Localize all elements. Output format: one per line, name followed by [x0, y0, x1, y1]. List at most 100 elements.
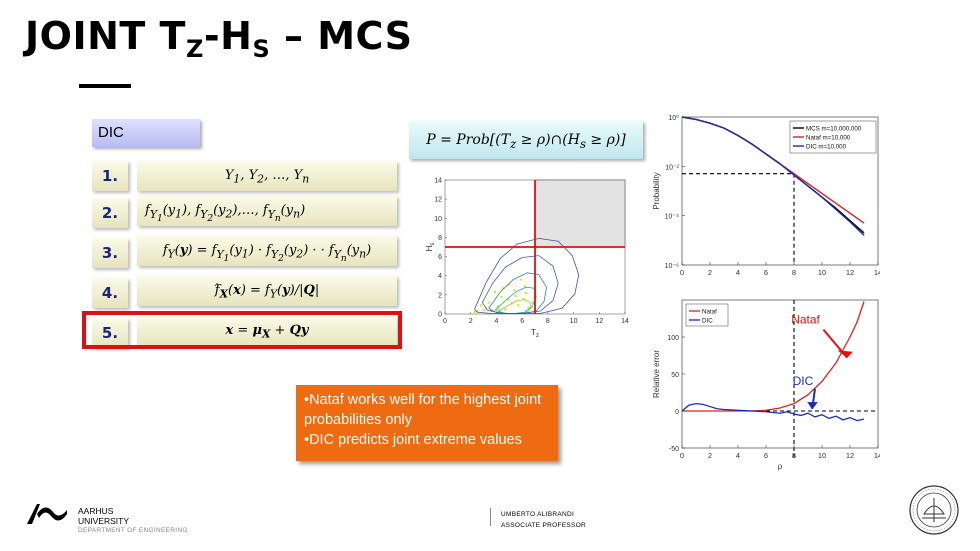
y-tick-label: -50	[669, 446, 679, 453]
scatter-point	[523, 285, 526, 288]
probability-formula: 𝑃 = 𝑃𝑟𝑜𝑏[(𝑇𝑧 ≥ 𝜌)∩(𝐻𝑠 ≥ 𝜌)]	[409, 121, 643, 159]
y-tick-label: 0	[438, 312, 442, 319]
scatter-point	[487, 301, 490, 304]
step-3-equation: 𝑓𝑌(𝒚) = 𝑓𝑌1(𝑦1) · 𝑓𝑌2(𝑦2) · · 𝑓𝑌𝑛(𝑦𝑛)	[137, 236, 397, 266]
x-tick-label: 2	[708, 268, 712, 277]
series-line	[682, 301, 865, 412]
note-line-1: •Nataf works well for the highest joint …	[304, 392, 542, 428]
y-tick-label: 0	[675, 409, 679, 416]
probability-chart: 0246810121410⁰10⁻²10⁻⁴10⁻⁶ρProbabilityMC…	[652, 114, 880, 277]
x-tick-label: 12	[846, 451, 854, 460]
x-tick-label: 8	[792, 451, 796, 460]
x-tick-label: 10	[818, 268, 826, 277]
university-seal-icon	[909, 485, 959, 535]
y-tick-label: 14	[434, 178, 442, 185]
y-tick-label: 6	[438, 254, 442, 261]
scatter-point	[482, 308, 485, 312]
scatter-point	[473, 310, 476, 314]
y-tick-label: 100	[667, 335, 679, 342]
joint-contour-chart: 0 2 4 6 8 10 12 14 0 2 4 6 8 10 12 14 Tz Hs	[425, 178, 629, 340]
x-tick-label: 10	[570, 318, 578, 325]
y-tick-label: 8	[438, 235, 442, 242]
x-tick-label: 4	[736, 268, 740, 277]
title-underline	[79, 84, 131, 88]
y-tick-label: 2	[438, 292, 442, 299]
scatter-point	[497, 308, 501, 311]
step-2-number: 2.	[92, 198, 128, 228]
step-3-number: 3.	[92, 238, 128, 268]
scatter-point	[517, 304, 520, 307]
university-name: AARHUS UNIVERSITY DEPARTMENT OF ENGINEER…	[78, 506, 188, 536]
x-tick-label: 14	[874, 451, 880, 460]
scatter-point	[514, 294, 517, 298]
x-tick-label: 0	[443, 318, 447, 325]
presenter-name: UMBERTO ALIBRANDI	[501, 511, 575, 518]
scatter-point	[504, 308, 507, 311]
legend-label: DIC	[702, 318, 713, 325]
legend-label: Nataf	[702, 309, 717, 316]
aarhus-logo-icon	[27, 504, 67, 524]
department-name: DEPARTMENT OF ENGINEERING	[78, 527, 188, 534]
x-tick-label: 12	[595, 318, 603, 325]
scatter-point	[493, 290, 497, 294]
x-tick-label: 12	[846, 268, 854, 277]
y-tick-label: 10⁻⁴	[665, 214, 680, 221]
scatter-point	[513, 288, 516, 292]
x-tick-label: 6	[764, 268, 768, 277]
step-5-number: 5.	[92, 318, 128, 348]
x-tick-label: 6	[764, 451, 768, 460]
x-tick-label: 0	[680, 268, 684, 277]
scatter-point	[531, 301, 534, 304]
x-tick-label: 14	[621, 318, 629, 325]
x-tick-label: 0	[680, 451, 684, 460]
y-axis-label: Probability	[652, 172, 661, 209]
x-tick-label: 10	[818, 451, 826, 460]
legend-label: Nataf m=10,000	[806, 135, 851, 142]
y-tick-label: 12	[434, 197, 442, 204]
y-tick-label: 10⁻⁶	[665, 263, 679, 270]
presenter-info: UMBERTO ALIBRANDI ASSOCIATE PROFESSOR	[501, 509, 586, 531]
y-axis-label: Relative error	[652, 350, 661, 398]
y-tick-label: 50	[671, 372, 679, 379]
step-4-equation: 𝑓̂𝑿(𝒙) = 𝑓𝑌(𝒚)/|𝑸|	[137, 276, 397, 306]
dic-arrow-head	[807, 402, 818, 410]
y-axis-label: Hs	[425, 243, 436, 252]
series-line	[681, 402, 865, 422]
x-tick-label: 6	[520, 318, 524, 325]
x-tick-label: 2	[469, 318, 473, 325]
step-5-highlight-frame	[82, 311, 402, 349]
legend-label: MCS m=10,000,000	[806, 126, 862, 133]
nataf-annotation: Nataf	[791, 313, 820, 327]
x-tick-label: 2	[708, 451, 712, 460]
contour-line	[474, 237, 580, 314]
dic-label: DIC	[92, 119, 200, 147]
page-title: JOINT TZ-HS – MCS	[25, 14, 413, 63]
scatter-point	[500, 295, 503, 298]
step-1-number: 1.	[92, 161, 128, 191]
university-line-1: AARHUS	[78, 506, 114, 516]
exceedance-region	[534, 179, 626, 248]
note-line-2: •DIC predicts joint extreme values	[304, 432, 522, 448]
step-2-equation: 𝑓𝑌1(𝑦1), 𝑓𝑌2(𝑦2),…, 𝑓𝑌𝑛(𝑦𝑛)	[137, 196, 397, 226]
y-tick-label: 10	[434, 216, 442, 223]
x-tick-label: 8	[546, 318, 550, 325]
step-1-equation: 𝑌1, 𝑌2, …, 𝑌𝑛	[137, 161, 397, 191]
dic-annotation: DIC	[793, 374, 814, 388]
x-axis-label: Tz	[531, 328, 539, 339]
y-tick-label: 10⁻²	[665, 164, 679, 171]
footer-divider	[490, 508, 491, 526]
series-line	[681, 116, 865, 236]
step-5-equation: 𝒙 = 𝝁𝑿 + 𝑸𝒚	[137, 316, 397, 346]
y-tick-label: 10⁰	[668, 114, 679, 122]
scatter-point	[522, 297, 525, 300]
legend-box	[789, 120, 877, 154]
legend-label: DIC m=10,000	[806, 144, 847, 151]
x-tick-label: 4	[494, 318, 498, 325]
x-axis-label: ρ	[778, 462, 783, 471]
scatter-point	[479, 304, 483, 307]
presenter-position: ASSOCIATE PROFESSOR	[501, 522, 587, 529]
university-line-2: UNIVERSITY	[78, 516, 130, 526]
scatter-point	[527, 306, 530, 309]
x-tick-label: 4	[736, 451, 740, 460]
